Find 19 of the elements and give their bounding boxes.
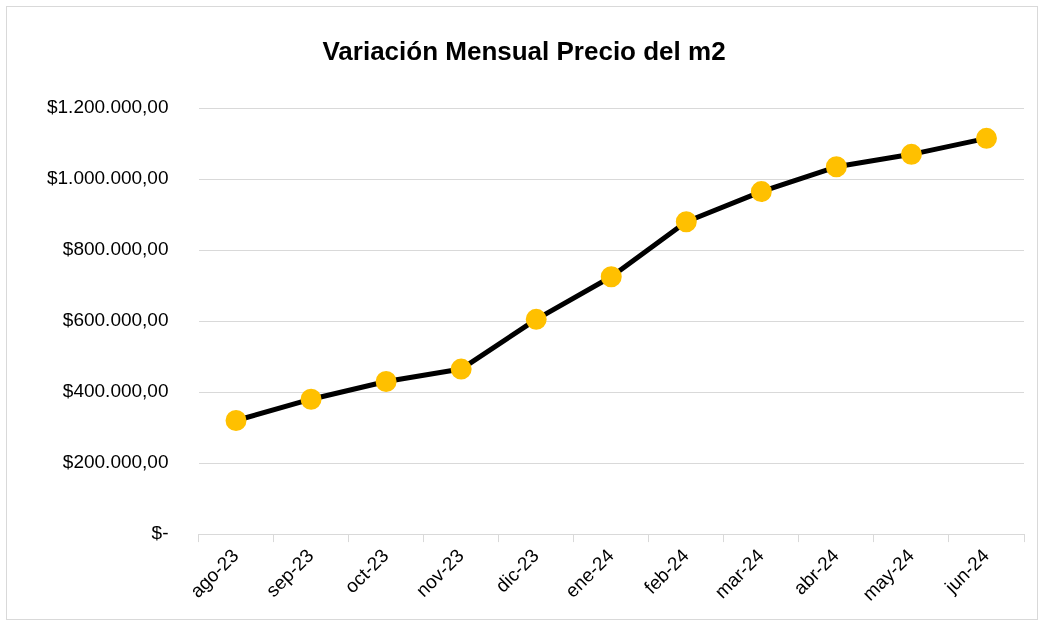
point (225, 410, 247, 432)
y-tick-label: $- (151, 522, 169, 544)
y-tick-label: $400.000,00 (62, 380, 169, 402)
point (900, 143, 922, 165)
point (450, 358, 472, 380)
point (375, 370, 397, 392)
point (675, 211, 697, 233)
y-tick-label: $1.200.000,00 (46, 96, 169, 118)
point (300, 388, 322, 410)
y-tick-label: $800.000,00 (62, 238, 169, 260)
point (750, 181, 772, 203)
point (825, 156, 847, 178)
point (600, 266, 622, 288)
y-tick-label: $1.000.000,00 (46, 167, 169, 189)
y-tick-label: $200.000,00 (62, 451, 169, 473)
point (525, 308, 547, 330)
point (975, 127, 997, 149)
y-tick-label: $600.000,00 (62, 309, 169, 331)
chart-title: Variación Mensual Precio del m2 (322, 35, 726, 66)
